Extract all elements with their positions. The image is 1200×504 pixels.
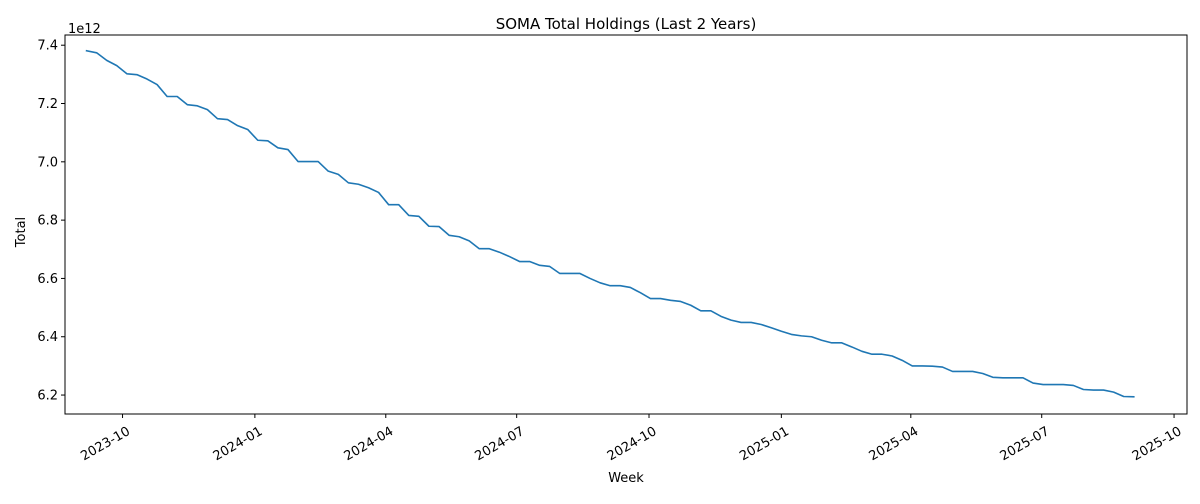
x-tick-label: 2024-01 — [211, 424, 266, 464]
x-axis-label: Week — [608, 471, 644, 486]
y-tick-label: 6.8 — [37, 214, 58, 229]
x-tick-label: 2024-10 — [605, 424, 660, 464]
axes-frame — [64, 34, 1188, 415]
x-tick-label: 2025-10 — [1130, 424, 1185, 464]
x-tick-label: 2023-10 — [78, 424, 133, 464]
y-tick-label: 7.0 — [37, 155, 58, 170]
x-tick-label: 2025-07 — [998, 424, 1053, 464]
plot-area: 6.2 6.4 6.6 6.8 7.0 7.2 7.4 2023-10 2024-01 2024-… — [37, 34, 1188, 464]
y-axis-label: Total — [14, 217, 29, 248]
y-axis-offset-label: 1e12 — [68, 22, 101, 37]
x-tick-label: 2024-07 — [473, 424, 528, 464]
x-tick-label: 2025-04 — [867, 424, 922, 464]
y-tick-label: 6.4 — [37, 330, 58, 345]
y-tick-label: 7.4 — [37, 39, 58, 54]
chart-title: SOMA Total Holdings (Last 2 Years) — [496, 15, 757, 33]
y-tick-label: 6.6 — [37, 272, 58, 287]
y-tick-label: 7.2 — [37, 97, 58, 112]
y-tick-label: 6.2 — [37, 389, 58, 404]
series-line-0 — [85, 49, 1135, 398]
x-tick-label: 2025-01 — [737, 424, 792, 464]
x-tick-label: 2024-04 — [342, 424, 397, 464]
